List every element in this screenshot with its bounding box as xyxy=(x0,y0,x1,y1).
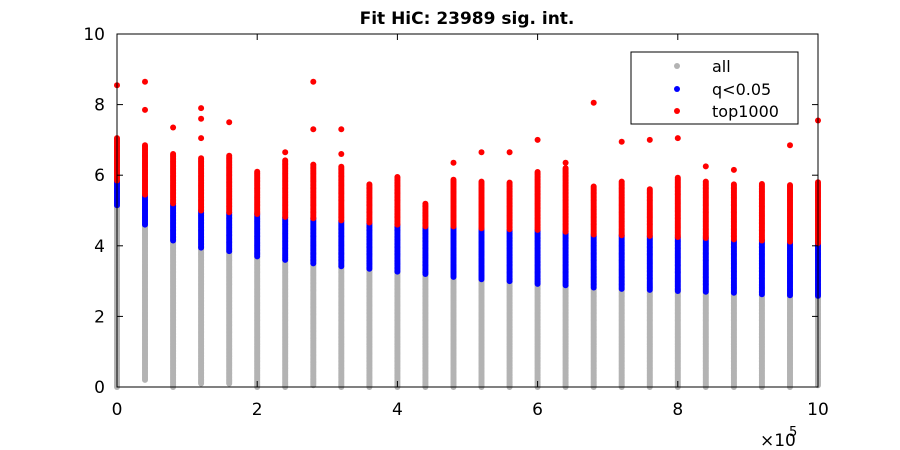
legend-marker-all xyxy=(674,63,680,69)
point-top1000-outlier xyxy=(506,149,513,156)
plot-frame xyxy=(116,33,819,388)
legend-label-all: all xyxy=(712,57,731,76)
point-top1000-outlier xyxy=(198,105,205,112)
point-top1000-outlier xyxy=(226,119,233,126)
point-top1000 xyxy=(646,186,653,193)
legend-marker-q005 xyxy=(674,86,680,92)
y-tick-label: 8 xyxy=(94,96,105,116)
x-tick-label: 2 xyxy=(252,400,263,420)
legend-box xyxy=(630,51,799,125)
point-top1000-outlier xyxy=(618,138,625,145)
point-top1000-outlier xyxy=(590,99,597,106)
point-top1000 xyxy=(618,178,625,185)
point-top1000-outlier xyxy=(562,159,569,166)
chart-title: Fit HiC: 23989 sig. int. xyxy=(360,9,575,29)
point-top1000 xyxy=(338,163,345,170)
point-top1000 xyxy=(702,178,709,185)
x-tick-label: 4 xyxy=(392,400,403,420)
point-top1000 xyxy=(282,157,289,164)
legend: all q<0.05 top1000 xyxy=(630,51,799,125)
x-tick-label: 8 xyxy=(672,400,683,420)
x-exponent-base: ×10 xyxy=(760,431,796,450)
point-top1000 xyxy=(730,181,737,188)
y-tick-label: 4 xyxy=(94,237,105,257)
y-tick-label: 0 xyxy=(94,378,105,398)
point-top1000 xyxy=(450,176,457,183)
point-top1000-outlier xyxy=(450,159,457,166)
ticks-layer: 0 2 4 6 8 10 0 2 4 6 8 10 xyxy=(83,25,828,420)
point-top1000 xyxy=(422,200,429,207)
point-top1000-outlier xyxy=(142,106,148,113)
point-top1000-outlier xyxy=(646,136,653,143)
point-top1000 xyxy=(506,179,513,186)
legend-label-top1000: top1000 xyxy=(712,102,779,121)
point-top1000-outlier xyxy=(534,136,541,143)
point-top1000 xyxy=(534,169,541,175)
legend-label-q005: q<0.05 xyxy=(712,80,771,99)
point-top1000-outlier xyxy=(142,78,148,85)
y-tick-label: 6 xyxy=(94,166,105,186)
x-exponent-power: 5 xyxy=(789,425,797,440)
y-tick-label: 2 xyxy=(94,307,105,327)
point-top1000-outlier xyxy=(338,126,345,133)
point-top1000 xyxy=(590,183,597,190)
point-top1000 xyxy=(787,182,793,189)
point-top1000 xyxy=(562,165,569,172)
point-top1000-outlier xyxy=(338,151,345,157)
point-top1000 xyxy=(142,142,148,149)
point-top1000-outlier xyxy=(282,149,289,156)
point-top1000 xyxy=(170,151,177,157)
point-top1000-outlier xyxy=(310,78,317,85)
x-tick-label: 6 xyxy=(532,400,543,420)
point-top1000 xyxy=(674,174,681,181)
point-top1000-outlier xyxy=(310,126,317,133)
point-top1000 xyxy=(758,181,765,187)
point-top1000-outlier xyxy=(198,135,205,142)
point-top1000 xyxy=(478,178,485,185)
point-top1000 xyxy=(226,152,233,159)
x-tick-label: 0 xyxy=(112,400,123,420)
point-top1000-outlier xyxy=(394,174,401,180)
point-top1000-outlier xyxy=(170,124,177,131)
point-top1000-outlier xyxy=(702,163,709,170)
point-top1000 xyxy=(310,161,317,168)
points-layer xyxy=(114,78,821,390)
point-top1000 xyxy=(366,181,373,188)
x-tick-label: 10 xyxy=(807,400,829,420)
point-top1000 xyxy=(254,168,261,175)
point-top1000-outlier xyxy=(674,135,681,142)
point-top1000-outlier xyxy=(198,115,205,122)
y-tick-label: 10 xyxy=(83,25,105,45)
point-top1000 xyxy=(198,155,205,162)
point-top1000-outlier xyxy=(730,166,737,173)
point-top1000-outlier xyxy=(478,149,485,156)
point-top1000-outlier xyxy=(787,142,793,149)
legend-marker-top1000 xyxy=(674,108,680,114)
